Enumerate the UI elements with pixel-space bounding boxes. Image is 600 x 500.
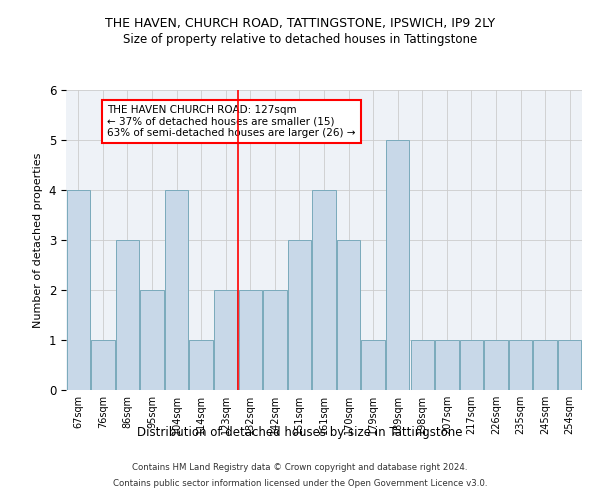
Bar xyxy=(140,290,164,390)
Bar xyxy=(386,140,409,390)
Text: THE HAVEN, CHURCH ROAD, TATTINGSTONE, IPSWICH, IP9 2LY: THE HAVEN, CHURCH ROAD, TATTINGSTONE, IP… xyxy=(105,18,495,30)
Text: THE HAVEN CHURCH ROAD: 127sqm
← 37% of detached houses are smaller (15)
63% of s: THE HAVEN CHURCH ROAD: 127sqm ← 37% of d… xyxy=(107,105,356,138)
Text: Distribution of detached houses by size in Tattingstone: Distribution of detached houses by size … xyxy=(137,426,463,439)
Bar xyxy=(435,340,458,390)
Bar xyxy=(484,340,508,390)
Bar xyxy=(410,340,434,390)
Bar xyxy=(533,340,557,390)
Bar xyxy=(460,340,483,390)
Bar xyxy=(214,290,238,390)
Text: Contains HM Land Registry data © Crown copyright and database right 2024.: Contains HM Land Registry data © Crown c… xyxy=(132,464,468,472)
Text: Size of property relative to detached houses in Tattingstone: Size of property relative to detached ho… xyxy=(123,32,477,46)
Bar xyxy=(288,240,311,390)
Bar xyxy=(337,240,360,390)
Bar xyxy=(361,340,385,390)
Bar xyxy=(91,340,115,390)
Bar xyxy=(239,290,262,390)
Bar xyxy=(558,340,581,390)
Bar xyxy=(190,340,213,390)
Y-axis label: Number of detached properties: Number of detached properties xyxy=(33,152,43,328)
Bar xyxy=(509,340,532,390)
Bar xyxy=(67,190,90,390)
Bar xyxy=(313,190,335,390)
Bar xyxy=(116,240,139,390)
Bar xyxy=(165,190,188,390)
Bar xyxy=(263,290,287,390)
Text: Contains public sector information licensed under the Open Government Licence v3: Contains public sector information licen… xyxy=(113,478,487,488)
